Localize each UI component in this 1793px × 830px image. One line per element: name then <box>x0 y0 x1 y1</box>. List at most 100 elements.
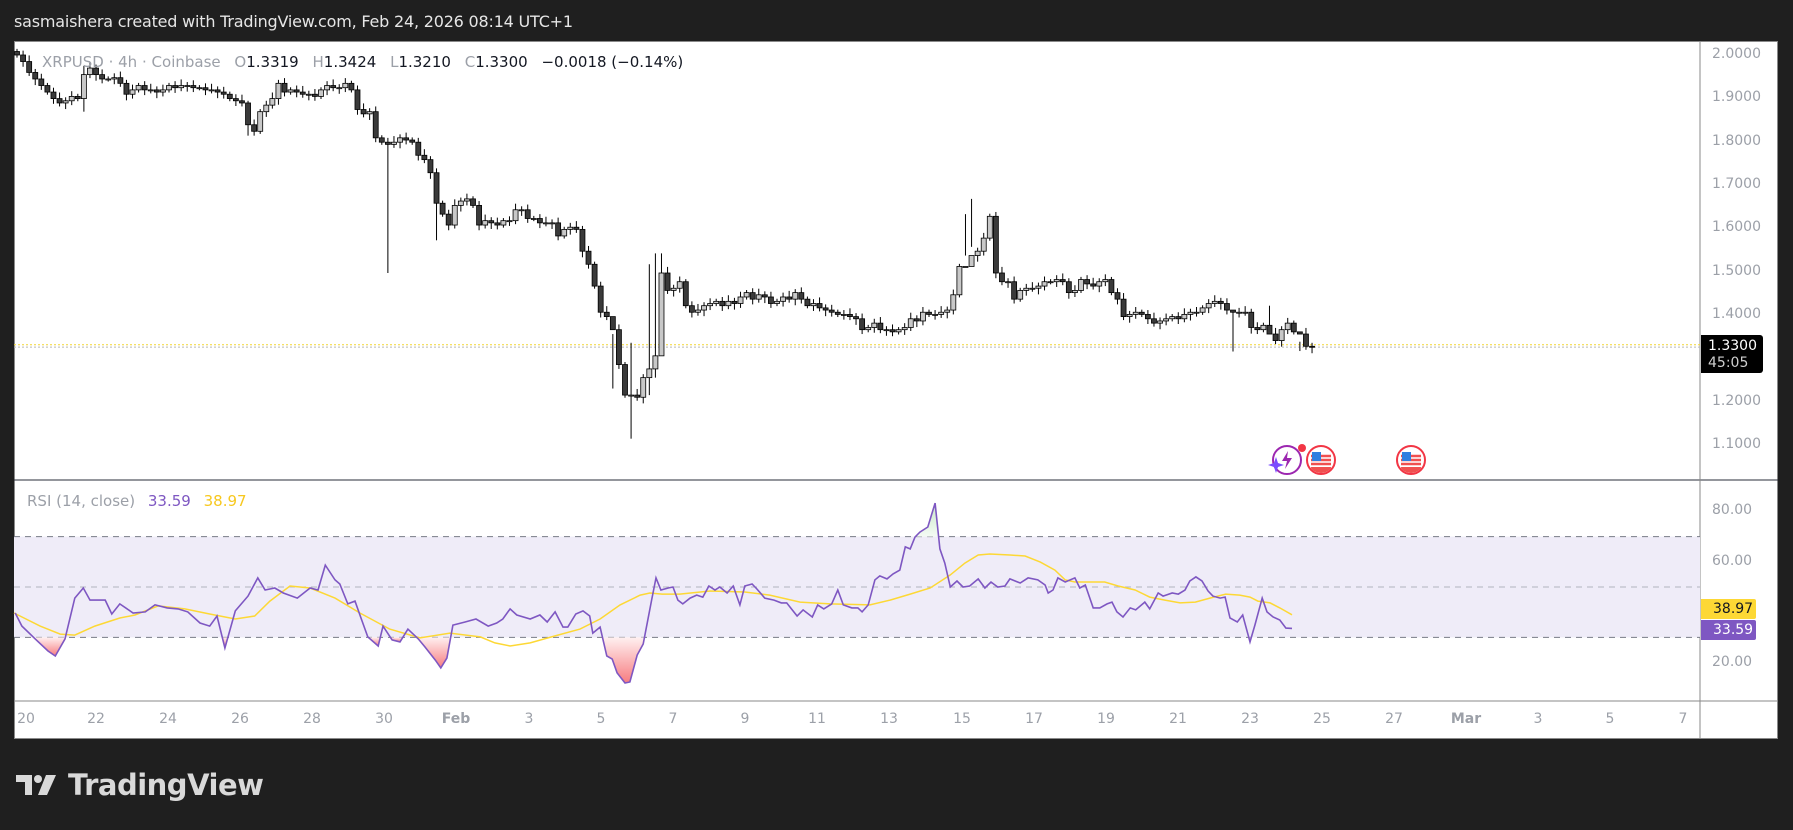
bullish-candle[interactable] <box>974 250 981 256</box>
bullish-candle[interactable] <box>1278 329 1285 341</box>
bullish-candle[interactable] <box>810 303 817 307</box>
bullish-candle[interactable] <box>755 294 762 300</box>
bullish-candle[interactable] <box>324 85 330 91</box>
bearish-candle[interactable] <box>1303 333 1309 347</box>
candlestick-series[interactable] <box>14 48 1315 439</box>
bearish-candle[interactable] <box>415 141 422 156</box>
bullish-candle[interactable] <box>1181 314 1188 320</box>
bearish-candle[interactable] <box>1230 309 1236 313</box>
bullish-candle[interactable] <box>147 89 154 92</box>
bearish-candle[interactable] <box>74 96 81 99</box>
bearish-candle[interactable] <box>141 85 148 91</box>
bearish-candle[interactable] <box>494 222 501 226</box>
bearish-candle[interactable] <box>14 51 20 56</box>
bullish-candle[interactable] <box>865 327 872 331</box>
bullish-candle[interactable] <box>1193 311 1200 314</box>
bullish-candle[interactable] <box>1169 316 1176 320</box>
bearish-candle[interactable] <box>409 139 416 143</box>
bearish-candle[interactable] <box>585 250 592 265</box>
bearish-candle[interactable] <box>877 322 884 331</box>
bullish-candle[interactable] <box>895 329 902 333</box>
bearish-candle[interactable] <box>26 61 33 73</box>
bullish-candle[interactable] <box>506 220 513 223</box>
bearish-candle[interactable] <box>913 318 920 322</box>
bullish-candle[interactable] <box>883 329 890 332</box>
bearish-candle[interactable] <box>1059 279 1066 283</box>
bullish-candle[interactable] <box>701 305 707 311</box>
bearish-candle[interactable] <box>93 67 99 76</box>
bullish-candle[interactable] <box>500 220 507 226</box>
bullish-candle[interactable] <box>968 255 975 267</box>
bearish-candle[interactable] <box>251 124 258 132</box>
bullish-candle[interactable] <box>269 98 276 106</box>
bullish-candle[interactable] <box>391 141 397 145</box>
bearish-candle[interactable] <box>603 311 610 317</box>
bullish-candle[interactable] <box>561 228 568 237</box>
bullish-candle[interactable] <box>87 67 93 76</box>
bullish-candle[interactable] <box>1029 287 1036 290</box>
bearish-candle[interactable] <box>293 89 300 93</box>
bullish-candle[interactable] <box>920 311 926 322</box>
bearish-candle[interactable] <box>1217 300 1224 304</box>
bullish-candle[interactable] <box>840 314 847 316</box>
bearish-candle[interactable] <box>664 272 671 291</box>
bearish-candle[interactable] <box>348 82 355 91</box>
bearish-candle[interactable] <box>32 72 39 80</box>
bullish-candle[interactable] <box>80 74 87 100</box>
bullish-candle[interactable] <box>1126 314 1133 318</box>
bullish-candle[interactable] <box>780 296 786 302</box>
bearish-candle[interactable] <box>403 137 410 141</box>
bearish-candle[interactable] <box>719 300 726 307</box>
bullish-candle[interactable] <box>105 78 112 81</box>
bearish-candle[interactable] <box>579 228 586 252</box>
bearish-candle[interactable] <box>50 91 57 99</box>
bullish-candle[interactable] <box>743 292 750 298</box>
bearish-candle[interactable] <box>1266 324 1273 335</box>
bearish-candle[interactable] <box>1144 314 1151 320</box>
bearish-candle[interactable] <box>214 89 221 93</box>
bearish-candle[interactable] <box>1011 281 1018 300</box>
bearish-candle[interactable] <box>190 85 197 89</box>
bearish-candle[interactable] <box>445 213 452 226</box>
bullish-candle[interactable] <box>196 87 203 90</box>
bearish-candle[interactable] <box>597 285 604 313</box>
bullish-candle[interactable] <box>567 226 574 230</box>
bearish-candle[interactable] <box>378 137 385 143</box>
bullish-candle[interactable] <box>932 314 938 316</box>
bearish-candle[interactable] <box>761 294 768 298</box>
bearish-candle[interactable] <box>834 311 841 315</box>
bullish-candle[interactable] <box>1096 281 1103 287</box>
bearish-candle[interactable] <box>44 85 51 93</box>
bearish-candle[interactable] <box>439 202 446 215</box>
bullish-candle[interactable] <box>707 303 714 307</box>
bullish-candle[interactable] <box>257 111 264 132</box>
bearish-candle[interactable] <box>1138 311 1145 315</box>
bullish-candle[interactable] <box>1078 279 1084 291</box>
bullish-candle[interactable] <box>956 266 963 296</box>
bullish-candle[interactable] <box>658 272 665 357</box>
bullish-candle[interactable] <box>111 77 118 80</box>
bullish-candle[interactable] <box>1187 311 1194 315</box>
bearish-candle[interactable] <box>488 220 495 224</box>
bullish-candle[interactable] <box>1035 285 1042 289</box>
bullish-candle[interactable] <box>628 394 634 397</box>
bullish-candle[interactable] <box>986 215 993 239</box>
bearish-candle[interactable] <box>384 141 391 145</box>
bearish-candle[interactable] <box>1224 303 1230 311</box>
bullish-candle[interactable] <box>549 222 555 225</box>
bullish-candle[interactable] <box>1284 322 1291 331</box>
bullish-candle[interactable] <box>950 294 957 311</box>
bullish-candle[interactable] <box>1023 287 1030 291</box>
bearish-candle[interactable] <box>816 303 823 309</box>
bullish-candle[interactable] <box>464 198 470 202</box>
us-flag-icon[interactable] <box>1306 445 1336 475</box>
bearish-candle[interactable] <box>372 111 379 139</box>
bullish-candle[interactable] <box>1132 311 1139 315</box>
bearish-candle[interactable] <box>536 218 543 224</box>
bearish-candle[interactable] <box>573 226 580 230</box>
bullish-candle[interactable] <box>640 377 647 398</box>
bearish-candle[interactable] <box>889 329 896 333</box>
bearish-candle[interactable] <box>804 298 811 307</box>
bearish-candle[interactable] <box>1175 316 1182 320</box>
bearish-candle[interactable] <box>992 215 999 274</box>
